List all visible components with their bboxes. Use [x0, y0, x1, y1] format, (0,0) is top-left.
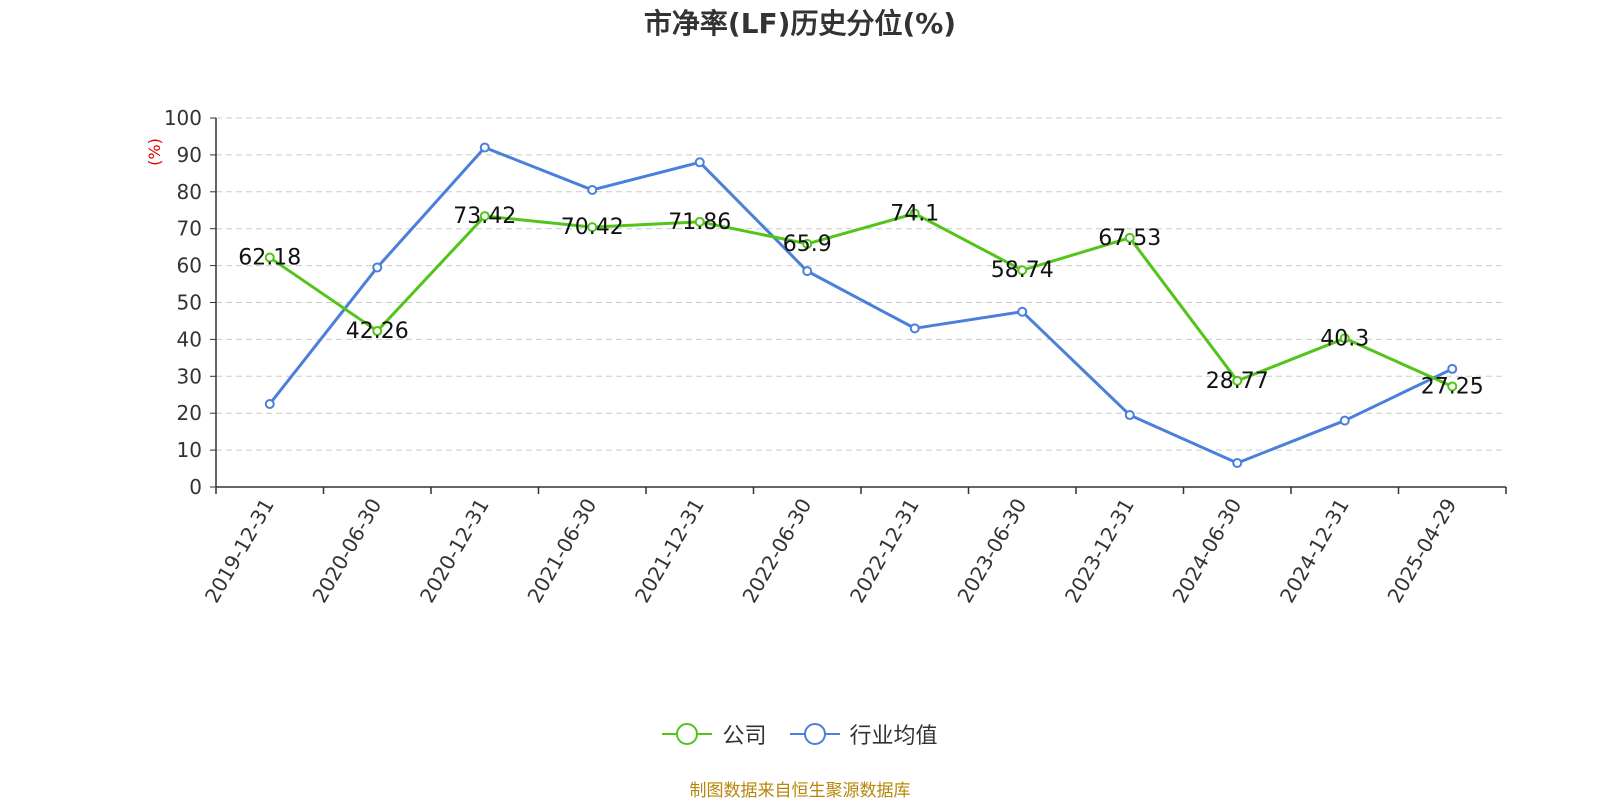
- y-tick-label: 30: [177, 364, 202, 388]
- legend-label-industry: 行业均值: [849, 724, 938, 749]
- y-tick-label: 10: [177, 438, 202, 462]
- y-tick-label: 50: [177, 291, 202, 315]
- data-label: 62.18: [238, 246, 301, 271]
- data-point[interactable]: [909, 208, 920, 219]
- data-point[interactable]: [1339, 333, 1350, 344]
- y-tick-label: 20: [177, 401, 202, 425]
- data-point[interactable]: [372, 326, 383, 337]
- legend-item-industry[interactable]: 行业均值: [789, 718, 938, 750]
- data-point[interactable]: [264, 252, 275, 263]
- x-tick-label: 2020-12-31: [415, 494, 494, 607]
- data-label: 67.53: [1098, 226, 1161, 251]
- x-tick-label: 2019-12-31: [200, 494, 279, 607]
- legend: 公司 行业均值: [0, 718, 1600, 752]
- data-point[interactable]: [1017, 306, 1028, 317]
- data-label: 74.1: [890, 202, 939, 227]
- data-labels: 62.18 42.26 73.42 70.42 71.86 65.9 74.1 58.74 67…: [238, 202, 1483, 400]
- x-tick-label: 2024-06-30: [1167, 494, 1246, 607]
- x-tick-label: 2023-06-30: [952, 494, 1031, 607]
- x-tick-label: 2024-12-31: [1275, 494, 1354, 607]
- data-point[interactable]: [587, 184, 598, 195]
- legend-marker-industry-icon: [789, 723, 840, 745]
- data-point[interactable]: [694, 216, 705, 227]
- y-tick-label: 90: [177, 143, 202, 167]
- data-point[interactable]: [479, 142, 490, 153]
- series: [264, 142, 1458, 469]
- legend-label-company: 公司: [722, 724, 767, 749]
- data-point[interactable]: [1124, 232, 1135, 243]
- data-point[interactable]: [372, 262, 383, 273]
- data-label: 70.42: [561, 215, 624, 240]
- x-tick-label: 2020-06-30: [307, 494, 386, 607]
- data-point[interactable]: [1232, 375, 1243, 386]
- y-axis-label: (%): [145, 138, 164, 166]
- data-label: 27.25: [1421, 374, 1484, 399]
- chart-title: 市净率(LF)历史分位(%): [643, 7, 957, 40]
- data-label: 65.9: [783, 232, 832, 257]
- data-label: 58.74: [991, 258, 1054, 283]
- y-tick-label: 0: [189, 475, 202, 499]
- legend-marker-company-icon: [662, 723, 713, 745]
- data-point[interactable]: [264, 398, 275, 409]
- data-point[interactable]: [1447, 381, 1458, 392]
- data-label: 40.3: [1320, 326, 1369, 351]
- y-tick-label: 40: [177, 327, 202, 351]
- data-point[interactable]: [909, 323, 920, 334]
- data-point[interactable]: [802, 266, 813, 277]
- data-point[interactable]: [1447, 363, 1458, 374]
- data-point[interactable]: [1124, 410, 1135, 421]
- series-line-0: [268, 212, 1453, 388]
- data-point[interactable]: [1017, 265, 1028, 276]
- y-tick-label: 100: [164, 106, 202, 130]
- source-note: 制图数据来自恒生聚源数据库: [689, 781, 911, 801]
- x-tick-label: 2023-12-31: [1060, 494, 1139, 607]
- data-point[interactable]: [479, 211, 490, 222]
- y-tick-label: 80: [177, 180, 202, 204]
- x-tick-label: 2022-12-31: [845, 494, 924, 607]
- axes: 0 10 20 30 40 50 60 70 80 90 100 2019-12-31 2020-06-…: [164, 106, 1507, 607]
- data-label: 73.42: [453, 204, 516, 229]
- x-tick-label: 2021-12-31: [630, 494, 709, 607]
- data-point[interactable]: [802, 238, 813, 249]
- y-tick-label: 70: [177, 217, 202, 241]
- data-point[interactable]: [1339, 415, 1350, 426]
- data-point[interactable]: [587, 222, 598, 233]
- legend-item-company[interactable]: 公司: [662, 718, 767, 750]
- x-tick-label: 2021-06-30: [522, 494, 601, 607]
- x-tick-label: 2022-06-30: [737, 494, 816, 607]
- data-label: 28.77: [1206, 369, 1269, 394]
- grid-lines: [216, 117, 1506, 451]
- series-line-1: [268, 146, 1453, 465]
- data-point[interactable]: [694, 157, 705, 168]
- data-point[interactable]: [1232, 458, 1243, 469]
- y-tick-label: 60: [177, 254, 202, 278]
- x-tick-label: 2025-04-29: [1382, 494, 1461, 607]
- data-label: 42.26: [346, 319, 409, 344]
- data-label: 71.86: [668, 210, 731, 235]
